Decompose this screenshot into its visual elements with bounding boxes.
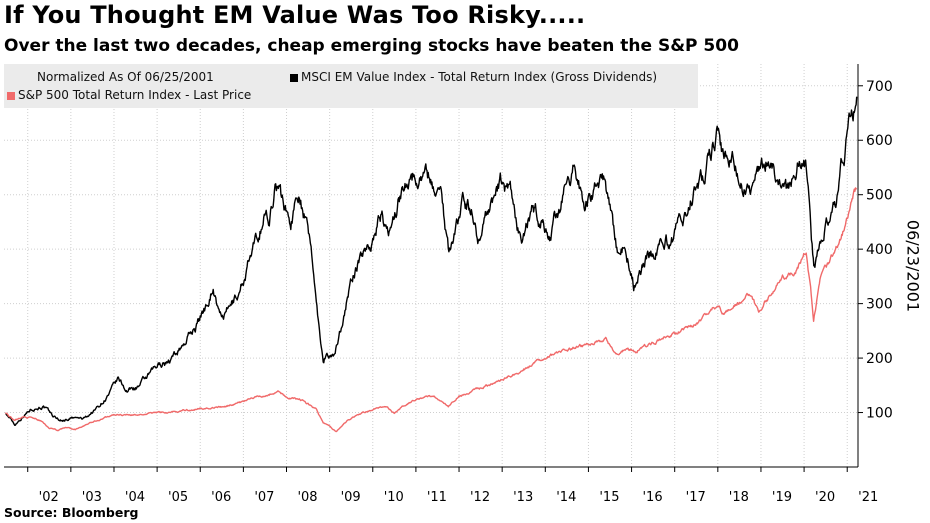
x-tick-label: '10 bbox=[384, 490, 404, 505]
legend-normalized-note: Normalized As Of 06/25/2001 bbox=[37, 70, 214, 84]
x-tick-label: '09 bbox=[341, 490, 361, 505]
x-tick-label: '12 bbox=[470, 490, 490, 505]
grid-lines bbox=[4, 64, 858, 467]
x-tick-label: '08 bbox=[297, 490, 317, 505]
x-tick-label: '19 bbox=[772, 490, 792, 505]
x-tick-label: '15 bbox=[599, 490, 619, 505]
y-tick-label: 600 bbox=[866, 133, 893, 149]
series-line-em-value bbox=[5, 96, 858, 426]
x-tick-label: '05 bbox=[168, 490, 188, 505]
chart-title: If You Thought EM Value Was Too Risky...… bbox=[4, 1, 586, 29]
series-lines bbox=[5, 96, 858, 433]
legend-swatch-em bbox=[290, 74, 298, 82]
x-tick-label: '03 bbox=[82, 490, 102, 505]
series-line-sp500 bbox=[5, 187, 858, 433]
axes: 100 200 300 400 500 600 700 '02 '03 '04 '05 '06 '07 '… bbox=[4, 64, 893, 505]
date-axis-label: 06/23/2001 bbox=[893, 212, 930, 320]
legend-label-em: MSCI EM Value Index - Total Return Index… bbox=[301, 70, 658, 84]
x-tick-label: '07 bbox=[254, 490, 274, 505]
legend: Normalized As Of 06/25/2001 MSCI EM Valu… bbox=[4, 64, 698, 108]
source-note: Source: Bloomberg bbox=[4, 505, 139, 520]
legend-swatch-sp bbox=[7, 92, 15, 100]
x-tick-label: '11 bbox=[427, 490, 447, 505]
x-tick-label: '14 bbox=[556, 490, 576, 505]
x-tick-label: '16 bbox=[642, 490, 662, 505]
x-tick-label: '06 bbox=[211, 490, 231, 505]
y-tick-label: 400 bbox=[866, 242, 893, 258]
y-tick-label: 500 bbox=[866, 188, 893, 204]
y-tick-label: 300 bbox=[866, 297, 893, 313]
y-tick-label: 200 bbox=[866, 351, 893, 367]
x-tick-label: '04 bbox=[125, 490, 145, 505]
x-tick-label: '17 bbox=[686, 490, 706, 505]
legend-label-sp: S&P 500 Total Return Index - Last Price bbox=[18, 88, 252, 102]
x-tick-label: '18 bbox=[729, 490, 749, 505]
chart-subtitle: Over the last two decades, cheap emergin… bbox=[4, 36, 739, 56]
x-tick-label: '21 bbox=[858, 490, 878, 505]
date-label-text: 06/23/2001 bbox=[903, 219, 923, 313]
y-tick-label: 100 bbox=[866, 406, 893, 422]
y-tick-label: 700 bbox=[866, 79, 893, 95]
x-tick-label: '20 bbox=[815, 490, 835, 505]
x-tick-label: '13 bbox=[513, 490, 533, 505]
x-tick-label: '02 bbox=[39, 490, 59, 505]
